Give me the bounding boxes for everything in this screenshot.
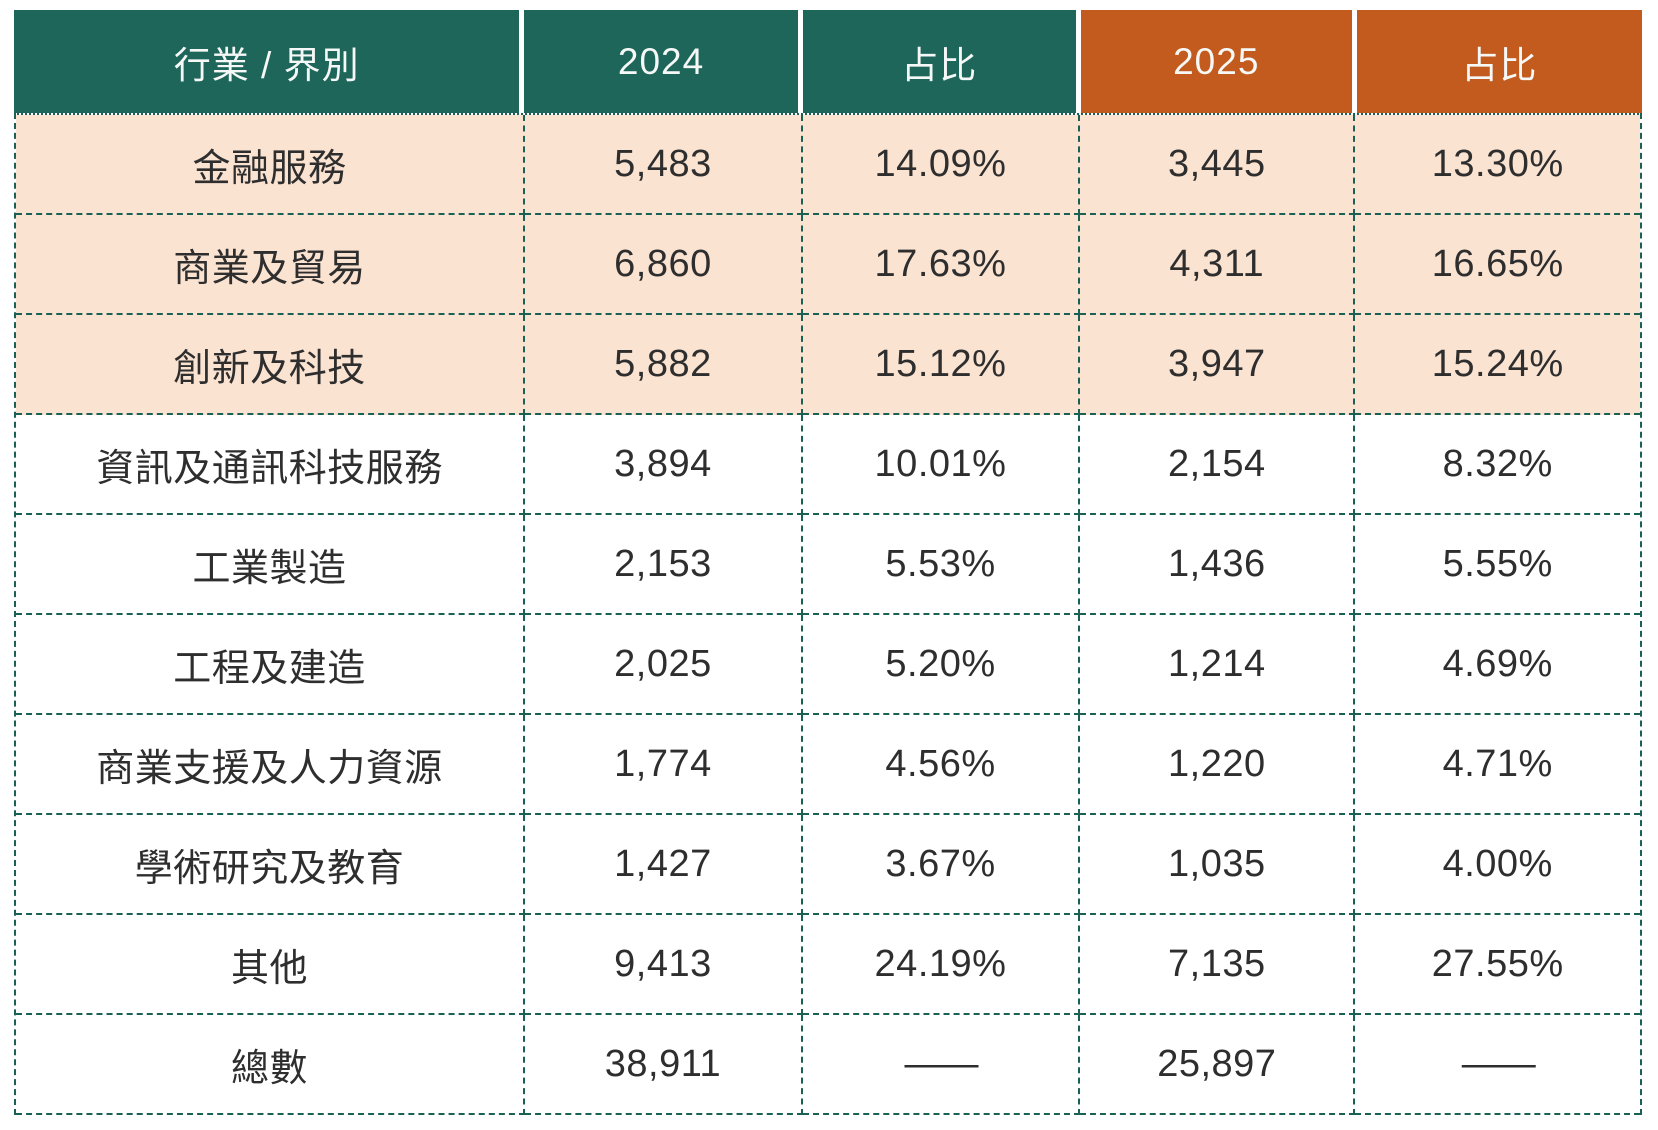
value-2024-cell: 2,153 xyxy=(525,515,803,615)
value-2025-cell: 1,214 xyxy=(1080,615,1356,715)
value-2024-cell: 6,860 xyxy=(525,215,803,315)
table-row: 金融服務 5,483 14.09% 3,445 13.30% xyxy=(16,115,1640,215)
share-2025-cell: 4.71% xyxy=(1355,715,1640,815)
industry-cell: 工業製造 xyxy=(16,515,526,615)
value-2024-cell: 38,911 xyxy=(525,1015,803,1115)
value-2024-cell: 5,882 xyxy=(525,315,803,415)
industry-cell: 創新及科技 xyxy=(16,315,526,415)
value-2025-cell: 2,154 xyxy=(1080,415,1356,515)
value-2024-cell: 9,413 xyxy=(525,915,803,1015)
header-cell-2024: 2024 xyxy=(524,10,803,113)
industry-cell: 資訊及通訊科技服務 xyxy=(16,415,526,515)
value-2025-cell: 4,311 xyxy=(1080,215,1356,315)
table-row: 工程及建造 2,025 5.20% 1,214 4.69% xyxy=(16,615,1640,715)
industry-cell: 總數 xyxy=(16,1015,526,1115)
total-row: 總數 38,911 —— 25,897 —— xyxy=(16,1015,1640,1115)
share-2025-cell: 8.32% xyxy=(1355,415,1640,515)
share-2024-cell: 4.56% xyxy=(802,715,1081,815)
header-cell-2025: 2025 xyxy=(1080,10,1357,113)
share-2024-cell: 5.20% xyxy=(802,615,1081,715)
value-2025-cell: 1,035 xyxy=(1080,815,1356,915)
value-2024-cell: 5,483 xyxy=(525,115,803,215)
share-2024-cell: —— xyxy=(802,1015,1081,1115)
share-2025-cell: 5.55% xyxy=(1355,515,1640,615)
share-2025-cell: 4.00% xyxy=(1355,815,1640,915)
table-row: 資訊及通訊科技服務 3,894 10.01% 2,154 8.32% xyxy=(16,415,1640,515)
share-2024-cell: 14.09% xyxy=(802,115,1081,215)
share-2024-cell: 15.12% xyxy=(802,315,1081,415)
industry-cell: 其他 xyxy=(16,915,526,1015)
table-body: 金融服務 5,483 14.09% 3,445 13.30% 商業及貿易 6,860 17.6… xyxy=(14,113,1642,1115)
share-2025-cell: 15.24% xyxy=(1355,315,1640,415)
table-row: 商業及貿易 6,860 17.63% 4,311 16.65% xyxy=(16,215,1640,315)
value-2025-cell: 3,445 xyxy=(1080,115,1356,215)
value-2025-cell: 1,220 xyxy=(1080,715,1356,815)
table-row: 商業支援及人力資源 1,774 4.56% 1,220 4.71% xyxy=(16,715,1640,815)
value-2025-cell: 25,897 xyxy=(1080,1015,1356,1115)
share-2024-cell: 10.01% xyxy=(802,415,1081,515)
value-2025-cell: 3,947 xyxy=(1080,315,1356,415)
share-2025-cell: —— xyxy=(1355,1015,1640,1115)
industry-sector-table: 行業 / 界別 2024 占比 2025 占比 金融服務 5,483 14.09% 3… xyxy=(14,10,1642,1115)
value-2024-cell: 2,025 xyxy=(525,615,803,715)
table-row: 創新及科技 5,882 15.12% 3,947 15.24% xyxy=(16,315,1640,415)
share-2024-cell: 5.53% xyxy=(802,515,1081,615)
header-cell-share-2025: 占比 xyxy=(1356,10,1642,113)
share-2024-cell: 3.67% xyxy=(802,815,1081,915)
industry-cell: 金融服務 xyxy=(16,115,526,215)
value-2025-cell: 1,436 xyxy=(1080,515,1356,615)
value-2024-cell: 3,894 xyxy=(525,415,803,515)
industry-cell: 工程及建造 xyxy=(16,615,526,715)
share-2025-cell: 27.55% xyxy=(1355,915,1640,1015)
share-2024-cell: 17.63% xyxy=(802,215,1081,315)
share-2025-cell: 16.65% xyxy=(1355,215,1640,315)
table-row: 工業製造 2,153 5.53% 1,436 5.55% xyxy=(16,515,1640,615)
table-row: 其他 9,413 24.19% 7,135 27.55% xyxy=(16,915,1640,1015)
industry-cell: 商業及貿易 xyxy=(16,215,526,315)
share-2025-cell: 13.30% xyxy=(1355,115,1640,215)
industry-cell: 學術研究及教育 xyxy=(16,815,526,915)
table-header-row: 行業 / 界別 2024 占比 2025 占比 xyxy=(14,10,1642,113)
table-row: 學術研究及教育 1,427 3.67% 1,035 4.00% xyxy=(16,815,1640,915)
industry-cell: 商業支援及人力資源 xyxy=(16,715,526,815)
value-2024-cell: 1,774 xyxy=(525,715,803,815)
value-2024-cell: 1,427 xyxy=(525,815,803,915)
header-cell-industry: 行業 / 界別 xyxy=(14,10,525,113)
header-cell-share-2024: 占比 xyxy=(802,10,1081,113)
share-2025-cell: 4.69% xyxy=(1355,615,1640,715)
value-2025-cell: 7,135 xyxy=(1080,915,1356,1015)
share-2024-cell: 24.19% xyxy=(802,915,1081,1015)
